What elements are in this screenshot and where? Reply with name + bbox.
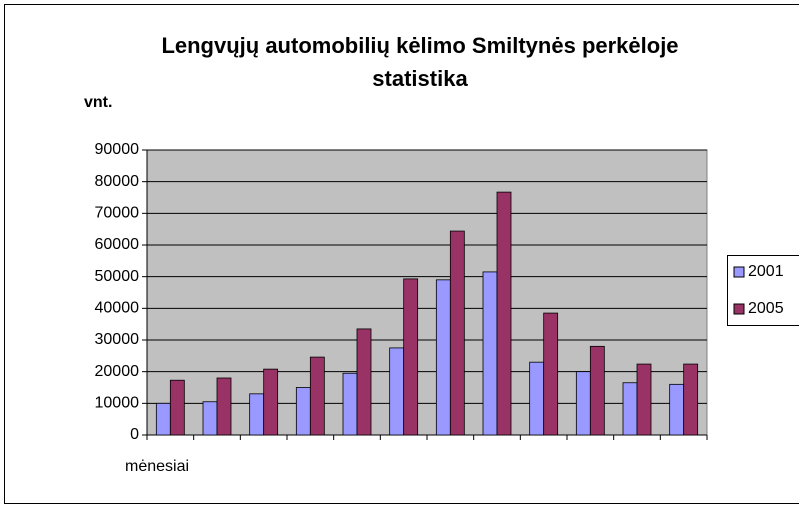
bar bbox=[295, 387, 311, 436]
bar bbox=[482, 271, 498, 436]
bar bbox=[155, 402, 171, 436]
bar bbox=[435, 279, 451, 436]
x-axis-title: mėnesiai bbox=[125, 458, 189, 475]
bar bbox=[309, 356, 325, 436]
bar bbox=[389, 347, 405, 436]
y-axis-title: vnt. bbox=[84, 94, 112, 111]
bar bbox=[263, 368, 279, 436]
y-tick-label: 40000 bbox=[95, 300, 140, 317]
y-tick-label: 90000 bbox=[95, 141, 140, 158]
y-tick-label: 0 bbox=[130, 426, 139, 443]
y-tick-label: 30000 bbox=[95, 331, 140, 348]
bar bbox=[683, 363, 699, 436]
plot-area bbox=[146, 149, 708, 436]
bar bbox=[543, 312, 559, 436]
bar bbox=[449, 230, 465, 436]
bar bbox=[356, 328, 372, 436]
y-tick-label: 20000 bbox=[95, 363, 140, 380]
bar bbox=[403, 278, 419, 436]
bar bbox=[496, 191, 512, 436]
y-tick-label: 50000 bbox=[95, 268, 140, 285]
bar bbox=[249, 393, 265, 436]
legend-swatch bbox=[733, 266, 745, 278]
y-tick-label: 10000 bbox=[95, 395, 140, 412]
legend-label: 2005 bbox=[748, 300, 784, 317]
bar bbox=[342, 372, 358, 436]
bar bbox=[202, 401, 218, 436]
legend-swatch bbox=[733, 303, 745, 315]
legend-label: 2001 bbox=[748, 263, 784, 280]
bar bbox=[529, 361, 545, 436]
bar bbox=[169, 379, 185, 436]
chart-title-line-2: statistika bbox=[372, 66, 468, 91]
y-tick-label: 60000 bbox=[95, 236, 140, 253]
chart-title-line-1: Lengvųjų automobilių kėlimo Smiltynės pe… bbox=[161, 33, 678, 58]
bar bbox=[589, 345, 605, 436]
bar bbox=[622, 382, 638, 436]
y-tick-label: 80000 bbox=[95, 173, 140, 190]
bar bbox=[669, 383, 685, 436]
y-tick-label: 70000 bbox=[95, 205, 140, 222]
bar bbox=[636, 363, 652, 436]
bar bbox=[216, 377, 232, 436]
bar bbox=[575, 371, 591, 436]
